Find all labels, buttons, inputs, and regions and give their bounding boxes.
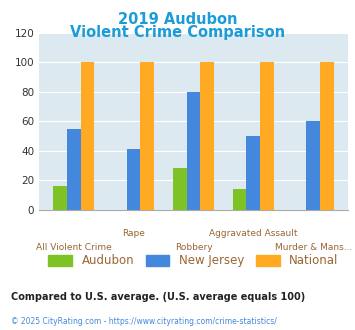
Bar (187, 92, 200, 210)
Text: 2019 Audubon: 2019 Audubon (118, 12, 237, 26)
Text: Robbery: Robbery (175, 243, 212, 252)
Bar (173, 168, 187, 210)
Bar (141, 62, 154, 210)
Text: Violent Crime Comparison: Violent Crime Comparison (70, 25, 285, 40)
Bar (246, 136, 260, 210)
Text: Aggravated Assault: Aggravated Assault (209, 229, 297, 238)
Bar (260, 62, 274, 210)
Bar (67, 129, 81, 210)
Text: Compared to U.S. average. (U.S. average equals 100): Compared to U.S. average. (U.S. average … (11, 292, 305, 302)
Bar (127, 149, 141, 210)
Text: Rape: Rape (122, 229, 145, 238)
Bar (200, 62, 214, 210)
Bar (81, 62, 94, 210)
Text: Murder & Mans...: Murder & Mans... (274, 243, 352, 252)
Legend: Audubon, New Jersey, National: Audubon, New Jersey, National (48, 254, 339, 267)
Text: All Violent Crime: All Violent Crime (36, 243, 111, 252)
Text: © 2025 CityRating.com - https://www.cityrating.com/crime-statistics/: © 2025 CityRating.com - https://www.city… (11, 317, 277, 326)
Bar (320, 62, 334, 210)
Bar (233, 189, 246, 210)
Bar (53, 186, 67, 210)
Bar (306, 121, 320, 210)
